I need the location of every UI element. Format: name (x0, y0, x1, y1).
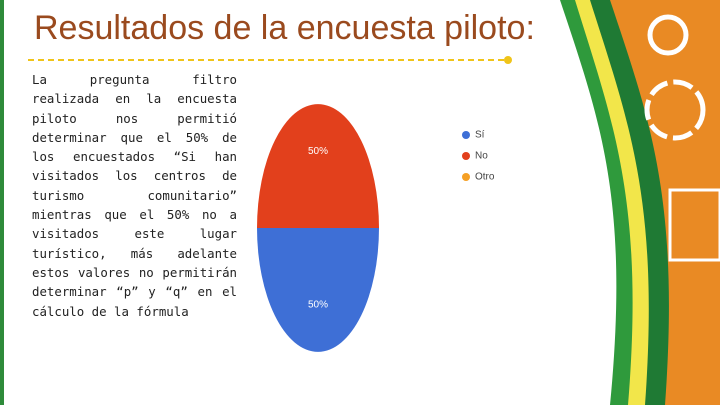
body-text: La pregunta filtro realizada en la encue… (32, 72, 237, 319)
legend-label: Otro (475, 172, 495, 183)
pie-slice (257, 104, 379, 228)
divider-dot (504, 56, 512, 64)
legend-label: Sí (475, 130, 485, 141)
icon-pot (647, 14, 689, 56)
left-edge (0, 0, 4, 405)
orange-panel (610, 0, 720, 405)
icon-spiral (644, 79, 706, 141)
legend-label: No (475, 151, 488, 162)
legend-swatch (462, 152, 470, 160)
icon-building (668, 188, 720, 262)
slice-label: 50% (308, 300, 328, 311)
slice-label: 50% (308, 146, 328, 157)
pie-slice (257, 228, 379, 352)
slide-title: Resultados de la encuesta piloto: (34, 9, 535, 47)
legend-swatch (462, 173, 470, 181)
legend-swatch (462, 131, 470, 139)
